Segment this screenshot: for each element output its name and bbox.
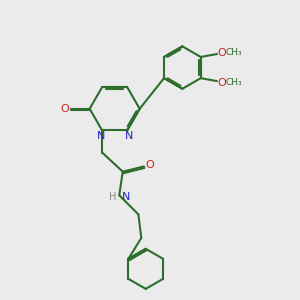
Text: O: O [60,104,69,114]
Text: N: N [122,192,130,202]
Text: O: O [218,47,226,58]
Text: H: H [109,192,116,202]
Text: O: O [218,78,226,88]
Text: CH₃: CH₃ [226,78,242,87]
Text: N: N [97,131,105,141]
Text: N: N [124,131,133,141]
Text: CH₃: CH₃ [226,48,242,57]
Text: O: O [146,160,154,170]
